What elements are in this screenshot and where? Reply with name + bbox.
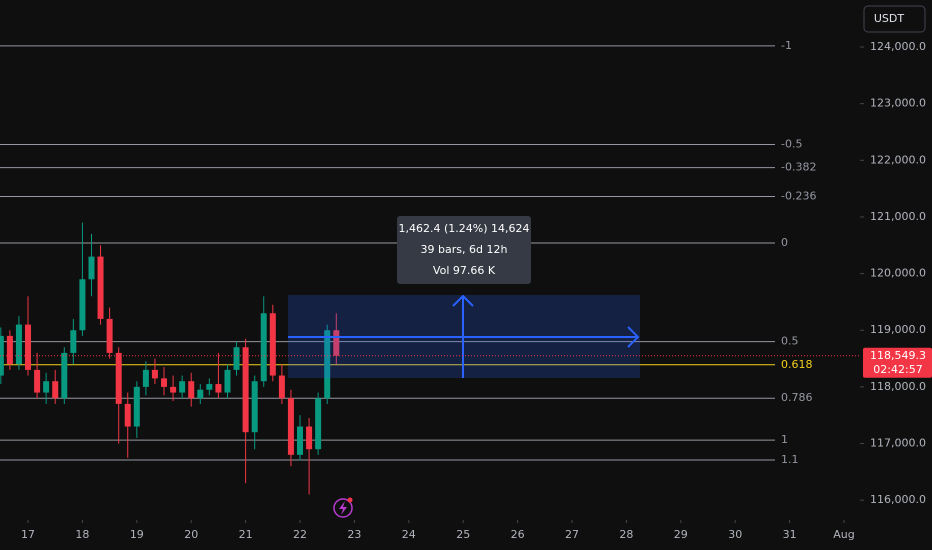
measure-text: Vol 97.66 K [433, 264, 496, 277]
measure-text: 39 bars, 6d 12h [421, 243, 508, 256]
fib-label: -0.236 [781, 190, 816, 203]
fib-label: -0.382 [781, 161, 816, 174]
currency-button[interactable] [863, 5, 926, 33]
y-tick-label: 120,000.0 [870, 267, 926, 280]
candle-body [43, 381, 50, 393]
last-price-label: 118,549.3 [870, 349, 926, 362]
candle-body [233, 347, 240, 370]
candle-body [215, 384, 222, 393]
y-tick-label: 123,000.0 [870, 97, 926, 110]
candle-body [287, 398, 294, 455]
x-tick-label: 20 [184, 528, 198, 541]
fib-label: 1.1 [781, 453, 799, 466]
x-tick-label: 18 [75, 528, 89, 541]
last-price-box [863, 347, 932, 378]
currency: USDT [874, 12, 905, 25]
candle-body [324, 330, 331, 399]
candle-body [0, 335, 4, 376]
x-tick-label: 17 [21, 528, 35, 541]
candle-body [124, 403, 131, 427]
countdown: 02:42:57 [873, 363, 922, 376]
candle-body [52, 381, 59, 399]
candle-body [88, 256, 95, 280]
candle-body [315, 398, 322, 450]
candle-body [179, 381, 186, 393]
y-tick-label: 124,000.0 [870, 40, 926, 53]
candle-body [170, 386, 177, 393]
x-tick-label: 21 [239, 528, 253, 541]
fib-label: -1 [781, 39, 792, 52]
candle-body [161, 378, 168, 387]
arrow-head [627, 326, 640, 348]
fib-label: 1 [781, 433, 788, 446]
candle-body [197, 389, 204, 399]
x-tick-label: 19 [130, 528, 144, 541]
candle-body [15, 324, 22, 365]
candle-body [260, 313, 267, 382]
candle-body [142, 369, 149, 387]
x-tick-label: 22 [293, 528, 307, 541]
measure-tooltip [397, 216, 531, 284]
y-tick-label: 119,000.0 [870, 323, 926, 336]
candle-body [242, 347, 249, 433]
fib-retracement: -1 -0.5 -0.382 -0.236 0 0.5 0.618 0.786 1 1.1 [0, 39, 816, 466]
x-tick-label: 31 [783, 528, 797, 541]
candle-body [297, 426, 304, 455]
candle-body [97, 256, 104, 319]
candle-body [133, 386, 140, 427]
x-tick-label: 30 [728, 528, 742, 541]
candle-body [34, 369, 41, 393]
candles [0, 222, 340, 495]
y-tick-label: 117,000.0 [870, 437, 926, 450]
candle-body [269, 313, 276, 376]
candle-body [224, 369, 231, 393]
x-tick-label: Aug [833, 528, 854, 541]
candle-body [79, 279, 86, 331]
y-tick-label: 121,000.0 [870, 210, 926, 223]
candle-body [70, 330, 77, 353]
fib-label: 0.5 [781, 335, 799, 348]
x-tick-label: 24 [402, 528, 416, 541]
candle-body [206, 384, 213, 390]
lightning-icon [333, 497, 353, 518]
arrow-head [452, 294, 474, 307]
x-tick-label: 29 [674, 528, 688, 541]
candle-body [115, 352, 122, 404]
candle-body [25, 324, 32, 370]
candle-body [306, 426, 313, 450]
x-tick-label: 26 [511, 528, 525, 541]
x-tick-label: 27 [565, 528, 579, 541]
y-tick-label: 116,000.0 [870, 493, 926, 506]
y-tick-label: 122,000.0 [870, 153, 926, 166]
y-tick-label: 118,000.0 [870, 380, 926, 393]
candle-body [333, 330, 340, 356]
candle-body [251, 381, 258, 433]
x-tick-label: 28 [619, 528, 633, 541]
candle-body [6, 335, 13, 365]
fib-label: 0.786 [781, 391, 813, 404]
candle-body [151, 369, 158, 379]
measure-tool: 1,462.4 (1.24%) 14,624 39 bars, 6d 12h V… [288, 216, 640, 378]
candle-body [61, 352, 68, 399]
fib-label: 0 [781, 236, 788, 249]
candle-body [188, 381, 195, 399]
candle-body [106, 318, 113, 353]
fib-label: -0.5 [781, 137, 802, 150]
measure-text: 1,462.4 (1.24%) 14,624 [399, 222, 530, 235]
axes: 124,000.0 123,000.0 122,000.0 121,000.0 120,… [0, 40, 932, 541]
x-tick-label: 23 [347, 528, 361, 541]
x-tick-label: 25 [456, 528, 470, 541]
candle-body [278, 375, 285, 399]
fib-label: 0.618 [781, 358, 813, 371]
